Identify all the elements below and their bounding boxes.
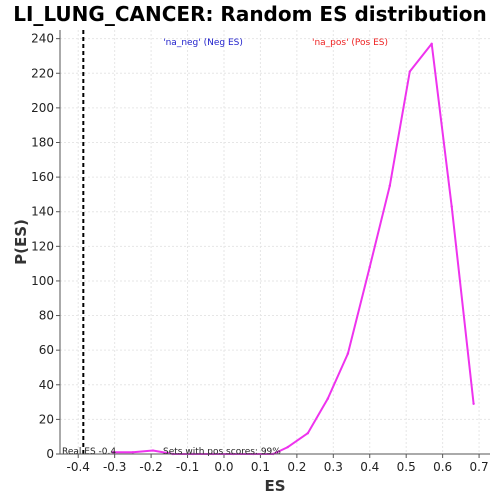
legend-entry-pos: 'na_pos' (Pos ES) [312, 38, 388, 48]
x-tick-label: -0.1 [176, 460, 199, 474]
series-point [346, 352, 350, 355]
series-point [408, 70, 412, 73]
series-point [368, 265, 371, 269]
y-tick-label: 20 [39, 412, 54, 426]
series-point [306, 432, 309, 435]
y-axis-label: P(ES) [12, 219, 30, 265]
annotations: Real ES -0.4 Sets with pos scores: 99% [62, 447, 281, 457]
x-tick-label: -0.2 [139, 460, 162, 474]
series-point [430, 42, 433, 46]
series-point [131, 451, 135, 454]
x-tick-label: 0.6 [433, 460, 452, 474]
y-tick-label: 60 [39, 343, 54, 357]
x-tick-label: -0.4 [67, 460, 90, 474]
y-tick-label: 40 [39, 378, 54, 392]
series-point [388, 184, 391, 187]
y-tick-label: 80 [39, 309, 54, 323]
plot-area [60, 30, 490, 454]
x-tick-label: 0.4 [360, 460, 379, 474]
x-tick-label: 0.1 [251, 460, 270, 474]
y-tick-label: 0 [46, 447, 54, 461]
series-point [450, 205, 453, 208]
y-tick-label: 100 [31, 274, 54, 288]
series-point [326, 397, 330, 400]
x-tick-label: 0.0 [214, 460, 233, 474]
y-tick-label: 240 [31, 32, 54, 46]
series-point [472, 402, 475, 406]
y-tick-label: 140 [31, 205, 54, 219]
y-tick-label: 200 [31, 101, 54, 115]
chart-title: LI_LUNG_CANCER: Random ES distribution [13, 2, 487, 26]
legend: 'na_neg' (Neg ES) 'na_pos' (Pos ES) [163, 38, 388, 48]
pos-scores-annotation: Sets with pos scores: 99% [163, 447, 281, 457]
y-tick-label: 180 [31, 135, 54, 149]
y-tick-label: 120 [31, 239, 54, 253]
series-point [111, 451, 115, 454]
x-tick-label: 0.2 [287, 460, 306, 474]
x-tick-label: 0.3 [324, 460, 343, 474]
y-tick-label: 220 [31, 66, 54, 80]
grid-lines [60, 30, 490, 455]
x-tick-label: 0.5 [397, 460, 416, 474]
x-tick-label: 0.7 [470, 460, 489, 474]
y-tick-label: 160 [31, 170, 54, 184]
real-es-label: Real ES -0.4 [62, 447, 116, 457]
series-point [286, 445, 289, 449]
legend-entry-neg: 'na_neg' (Neg ES) [163, 38, 243, 48]
x-tick-label: -0.3 [103, 460, 126, 474]
axis-ticks: -0.4 -0.3 -0.2 -0.1 0.0 0.1 0.2 0.3 0.4 0.5 0.6 0.7… [31, 32, 489, 474]
series-point [151, 449, 155, 452]
x-axis-label: ES [264, 477, 285, 495]
